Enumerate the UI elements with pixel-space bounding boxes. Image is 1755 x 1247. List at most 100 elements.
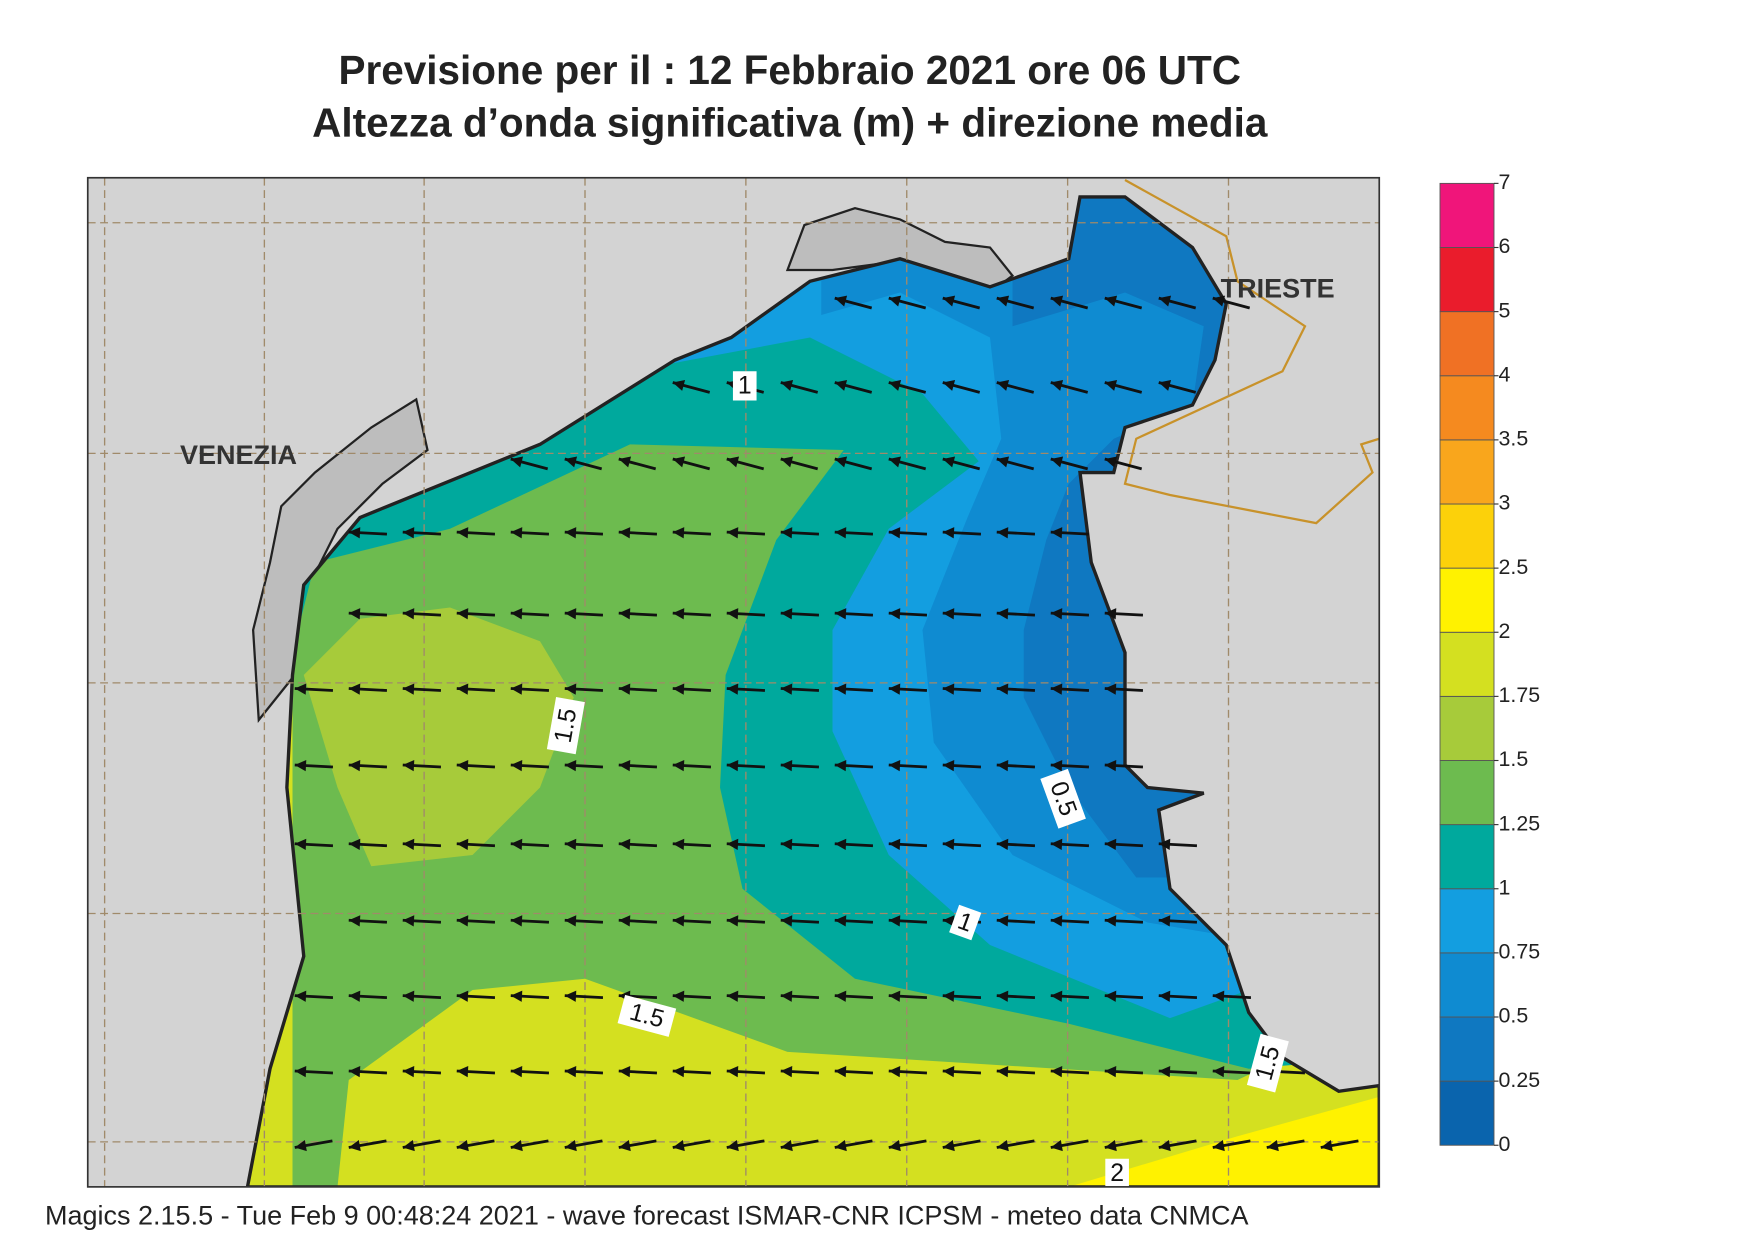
arrow-head	[456, 608, 469, 620]
arrow-head	[888, 683, 901, 695]
arrow-head	[726, 456, 740, 468]
arrow	[1320, 1139, 1359, 1152]
arrow-head	[348, 1065, 361, 1078]
arrow	[888, 1139, 927, 1152]
arrow-head	[1104, 683, 1117, 695]
arrow	[834, 295, 873, 310]
colorbar-band	[1439, 888, 1495, 954]
wave-direction-arrows	[294, 295, 1359, 1152]
arrow-head	[510, 608, 523, 620]
city-label: TRIESTE	[1221, 273, 1335, 303]
arrow	[780, 456, 819, 471]
sea-band	[1068, 1096, 1380, 1187]
arrow-head	[1050, 379, 1064, 391]
arrow-head	[402, 990, 415, 1002]
arrow-head	[1104, 838, 1117, 850]
colorbar-label: 3	[1499, 491, 1511, 515]
colorbar-band	[1439, 952, 1495, 1018]
arrow	[834, 683, 874, 695]
arrow-head	[942, 915, 955, 927]
arrow	[1104, 456, 1143, 471]
arrow	[1050, 527, 1090, 539]
arrow	[888, 295, 927, 310]
arrow	[456, 915, 496, 927]
arrow-head	[510, 1140, 523, 1152]
colorbar-label: 1.25	[1499, 811, 1541, 835]
arrow	[1104, 608, 1144, 620]
arrow	[510, 1065, 550, 1078]
arrow-head	[834, 456, 848, 468]
arrow	[834, 990, 874, 1002]
arrow	[672, 379, 711, 394]
arrow-head	[834, 295, 848, 307]
contour-labels: 11.50.511.51.52	[546, 371, 1289, 1187]
arrow-head	[1104, 915, 1117, 927]
colorbar-band	[1439, 760, 1495, 826]
arrow	[942, 295, 981, 310]
arrow	[1212, 295, 1251, 310]
colorbar-band	[1439, 439, 1495, 505]
arrow	[294, 1065, 334, 1078]
arrow-head	[942, 990, 955, 1002]
arrow	[726, 990, 766, 1002]
arrow	[348, 608, 388, 620]
arrow-head	[564, 838, 577, 850]
arrow	[456, 1065, 496, 1078]
arrow-head	[672, 379, 686, 391]
arrow-head	[942, 379, 956, 391]
arrow	[834, 759, 874, 772]
arrow-head	[1158, 295, 1172, 307]
arrow-head	[618, 683, 631, 695]
colorbar-label: 0.5	[1499, 1004, 1529, 1028]
contour-label-bg	[546, 697, 585, 755]
title-line-1: Previsione per il : 12 Febbraio 2021 ore…	[338, 47, 1241, 93]
arrow-head	[456, 759, 469, 772]
arrow	[780, 683, 820, 695]
arrow	[510, 527, 550, 539]
arrow	[780, 990, 820, 1002]
arrow	[726, 838, 766, 850]
arrow	[510, 456, 549, 471]
arrow-head	[294, 1065, 307, 1078]
arrow-head	[402, 915, 415, 927]
arrow	[618, 683, 658, 695]
arrow	[1158, 1139, 1197, 1152]
arrow	[726, 1065, 766, 1078]
arrow	[672, 527, 712, 539]
arrow	[1050, 915, 1090, 927]
arrow	[780, 759, 820, 772]
arrow-head	[402, 1065, 415, 1078]
arrow-head	[672, 838, 685, 850]
colorbar-band	[1439, 824, 1495, 890]
contour-label-text: 1.5	[550, 706, 583, 745]
arrow-head	[618, 456, 632, 468]
arrow-head	[618, 1065, 631, 1078]
arrow	[942, 683, 982, 695]
arrow	[942, 1139, 981, 1152]
arrow	[780, 915, 820, 927]
arrow-head	[294, 838, 307, 850]
arrow	[1104, 915, 1144, 927]
arrow-head	[402, 683, 415, 695]
contour-label: 1	[732, 371, 757, 401]
arrow-head	[726, 683, 739, 695]
city-label: VENEZIA	[180, 440, 297, 470]
arrow	[348, 990, 388, 1002]
arrow	[888, 683, 928, 695]
arrow-head	[726, 1140, 739, 1152]
arrow	[996, 990, 1036, 1002]
arrow-head	[888, 915, 901, 927]
colorbar-band	[1439, 1080, 1495, 1146]
arrow	[294, 838, 334, 850]
arrow	[564, 527, 604, 539]
arrow	[726, 456, 765, 471]
arrow-head	[942, 295, 956, 307]
arrow	[402, 915, 442, 927]
arrow-head	[996, 295, 1010, 307]
arrow-head	[780, 527, 793, 539]
border	[1123, 179, 1380, 525]
arrow-head	[996, 456, 1010, 468]
arrow	[618, 1139, 657, 1152]
arrow-head	[402, 527, 415, 539]
